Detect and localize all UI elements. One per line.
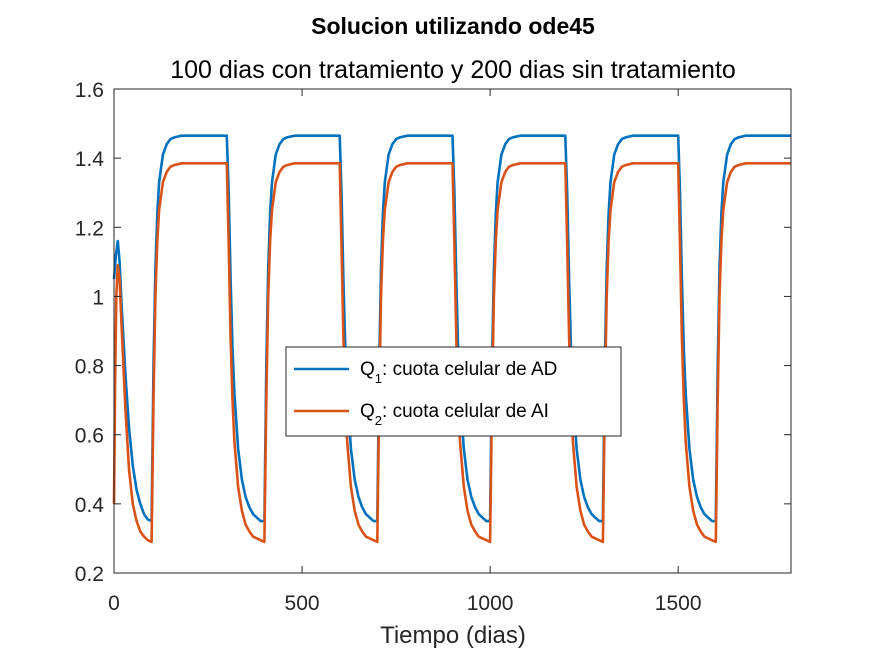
legend-q2-text: : cuota celular de AI xyxy=(382,401,549,422)
x-tick-label: 500 xyxy=(285,592,320,615)
legend-label-q2: Q2: cuota celular de AI xyxy=(360,401,549,428)
legend[interactable]: Q1: cuota celular de AD Q2: cuota celula… xyxy=(285,346,622,437)
y-tick-label: 1.4 xyxy=(75,148,105,171)
y-tick-label: 0.4 xyxy=(75,494,105,517)
axes-box xyxy=(113,88,792,574)
series-line-q1 xyxy=(112,134,791,523)
legend-q1-subscript: 1 xyxy=(375,371,382,386)
y-tick-label: 1 xyxy=(92,286,104,309)
legend-q2-subscript: 2 xyxy=(375,413,382,428)
chart-title: Solucion utilizando ode45 xyxy=(311,13,595,39)
series-line-q2 xyxy=(112,162,791,544)
x-axis-label: Tiempo (dias) xyxy=(380,622,526,649)
axis-ticks: 0 500 1000 1500 0.2 0.4 0.6 0.8 1 1.2 1.4 1.6 xyxy=(75,79,791,615)
legend-q2-symbol: Q xyxy=(360,401,375,422)
legend-q1-text: : cuota celular de AD xyxy=(382,359,557,380)
x-tick-label: 1000 xyxy=(467,592,514,615)
y-tick-label: 1.2 xyxy=(75,217,104,240)
chart-subtitle: 100 dias con tratamiento y 200 dias sin … xyxy=(170,56,736,84)
legend-q1-symbol: Q xyxy=(360,359,375,380)
x-tick-label: 1500 xyxy=(655,592,702,615)
legend-box xyxy=(285,346,622,437)
y-tick-label: 0.8 xyxy=(75,356,104,379)
y-tick-label: 0.2 xyxy=(75,563,104,586)
legend-entry-q2[interactable]: Q2: cuota celular de AI xyxy=(294,401,549,428)
legend-label-q1: Q1: cuota celular de AD xyxy=(360,359,557,386)
y-tick-label: 1.6 xyxy=(75,79,104,102)
legend-entry-q1[interactable]: Q1: cuota celular de AD xyxy=(294,359,557,386)
series-lines xyxy=(112,134,791,544)
y-tick-label: 0.6 xyxy=(75,425,104,448)
x-tick-label: 0 xyxy=(108,592,120,615)
